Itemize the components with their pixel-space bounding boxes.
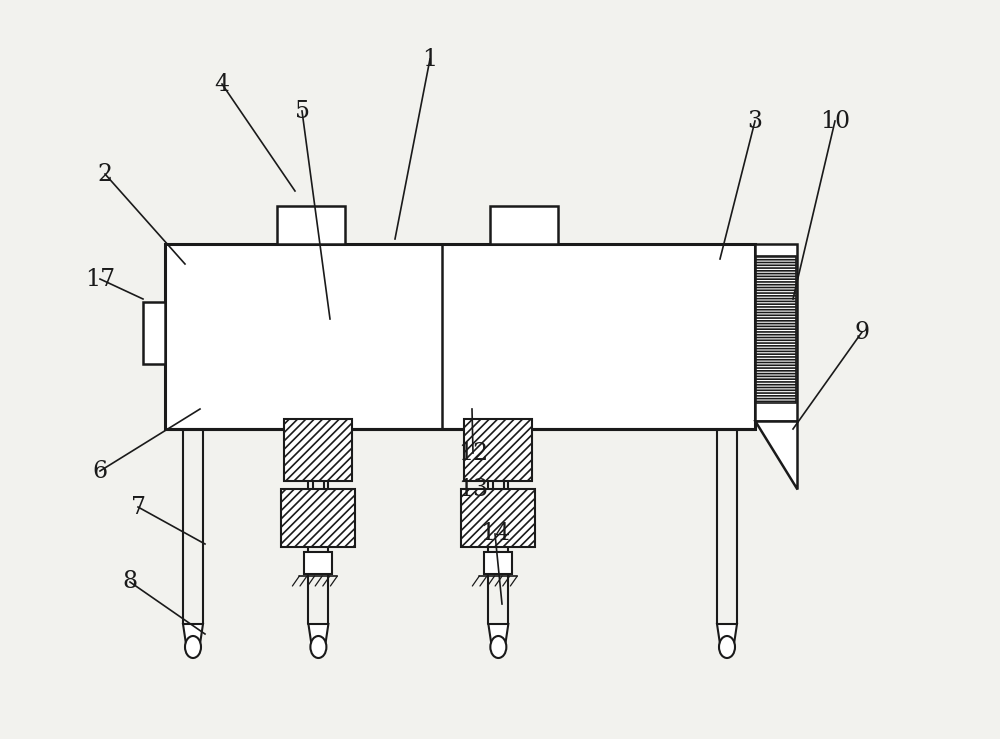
Text: 8: 8	[122, 571, 138, 593]
Text: 4: 4	[214, 72, 230, 95]
Bar	[304, 552, 332, 574]
Bar	[484, 552, 512, 574]
Text: 10: 10	[820, 109, 850, 132]
Bar	[756, 256, 796, 403]
Polygon shape	[755, 421, 797, 489]
Text: 3: 3	[748, 109, 763, 132]
Polygon shape	[183, 624, 203, 644]
Text: 14: 14	[480, 522, 510, 545]
Bar	[464, 419, 532, 481]
Text: 7: 7	[131, 496, 146, 519]
Bar	[755, 244, 797, 421]
Polygon shape	[717, 624, 737, 644]
Text: 9: 9	[854, 321, 870, 344]
Polygon shape	[488, 624, 508, 644]
Ellipse shape	[490, 636, 506, 658]
Text: 6: 6	[92, 460, 108, 483]
Bar	[284, 419, 352, 481]
Ellipse shape	[719, 636, 735, 658]
Bar	[165, 244, 755, 429]
Text: 13: 13	[458, 477, 488, 500]
Text: 17: 17	[85, 268, 115, 290]
Bar	[281, 489, 355, 547]
Bar	[143, 302, 165, 364]
Ellipse shape	[185, 636, 201, 658]
Text: 5: 5	[295, 100, 310, 123]
Text: 2: 2	[97, 163, 113, 185]
Bar	[461, 489, 535, 547]
Text: 1: 1	[422, 47, 438, 70]
Text: 12: 12	[458, 441, 488, 465]
Polygon shape	[308, 624, 328, 644]
Ellipse shape	[310, 636, 326, 658]
Bar	[490, 206, 558, 244]
Bar	[277, 206, 345, 244]
